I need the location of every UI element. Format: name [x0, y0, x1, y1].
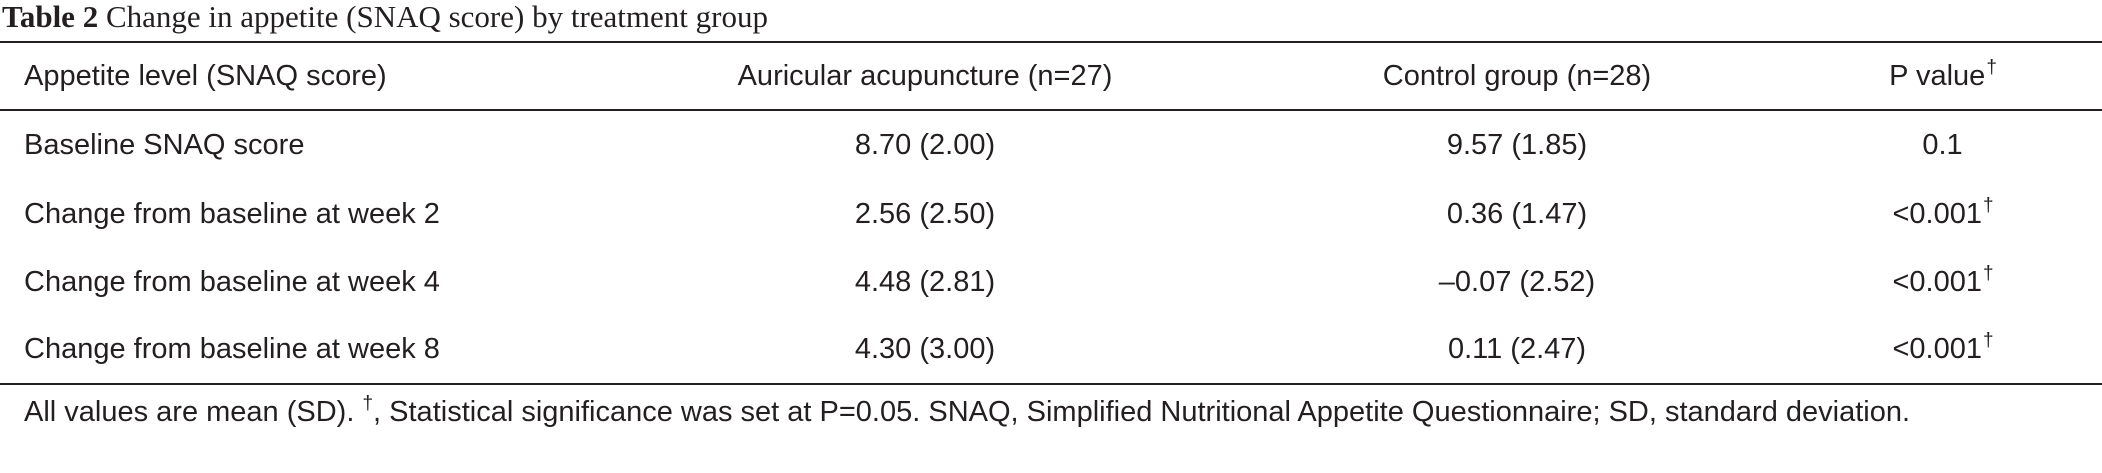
acupuncture-value: 2.56 (2.50) [854, 197, 996, 230]
p-value-cell: 0.1 [1784, 110, 2102, 180]
p-value-cell: <0.001† [1784, 180, 2102, 248]
table-row: Change from baseline at week 4 4.48 (2.8… [0, 248, 2102, 316]
control-value: –0.07 (2.52) [1438, 265, 1596, 298]
column-header-appetite-level: Appetite level (SNAQ score) [0, 41, 600, 111]
p-value: <0.001 [1892, 197, 1982, 230]
row-label: Change from baseline at week 2 [24, 197, 440, 230]
dagger-mark: † [1982, 262, 1994, 284]
row-label: Change from baseline at week 4 [24, 265, 440, 298]
p-value: 0.1 [1922, 129, 1963, 161]
acupuncture-value: 4.48 (2.81) [854, 265, 996, 298]
table-header-row: Appetite level (SNAQ score) Auricular ac… [0, 41, 2102, 111]
control-value: 9.57 (1.85) [1446, 129, 1588, 161]
table-caption-title: Change in appetite (SNAQ score) by treat… [105, 0, 768, 34]
footnote-text: , Statistical significance was set at P=… [373, 396, 1911, 428]
column-header-acupuncture: Auricular acupuncture (n=27) [600, 41, 1250, 111]
dagger-mark: † [1982, 330, 1994, 351]
table-caption-label: Table 2 [2, 0, 99, 34]
snaq-table: Appetite level (SNAQ score) Auricular ac… [0, 41, 2102, 385]
dagger-mark: † [1982, 194, 1994, 216]
table-caption: Table 2 Change in appetite (SNAQ score) … [2, 0, 768, 38]
p-value-cell: <0.001† [1784, 248, 2102, 316]
table-row: Change from baseline at week 8 4.30 (3.0… [0, 316, 2102, 385]
column-header-p-value: P value† [1784, 41, 2102, 111]
p-value: <0.001 [1892, 265, 1982, 298]
table-footnote: All values are mean (SD). †, Statistical… [24, 391, 2084, 437]
p-value-header-text: P value [1889, 59, 1986, 92]
acupuncture-value: 8.70 (2.00) [854, 129, 996, 161]
footnote-prefix: All values are mean (SD). [24, 396, 363, 428]
row-label: Baseline SNAQ score [24, 129, 305, 161]
row-label: Change from baseline at week 8 [0, 316, 600, 385]
table-row: Baseline SNAQ score 8.70 (2.00) 9.57 (1.… [0, 110, 2102, 180]
dagger-mark: † [362, 393, 374, 414]
table-row: Change from baseline at week 2 2.56 (2.5… [0, 180, 2102, 248]
acupuncture-value: 4.30 (3.00) [600, 316, 1250, 385]
column-header-control: Control group (n=28) [1250, 41, 1784, 111]
p-value: <0.001 [1892, 333, 1982, 365]
p-value-cell: <0.001† [1784, 316, 2102, 385]
control-value: 0.11 (2.47) [1250, 316, 1784, 385]
dagger-mark: † [1986, 56, 1997, 78]
control-value: 0.36 (1.47) [1446, 197, 1588, 230]
